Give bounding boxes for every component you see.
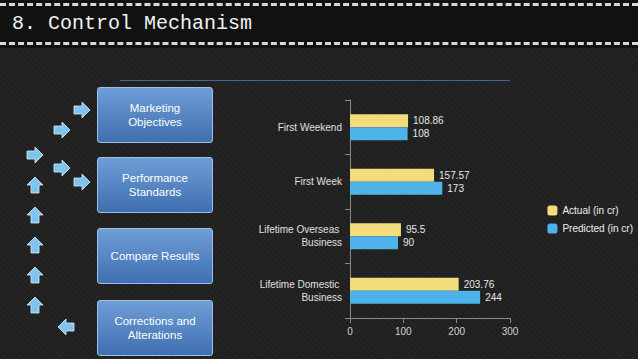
svg-text:203.76: 203.76 — [464, 279, 495, 290]
svg-text:First Weekend: First Weekend — [278, 122, 342, 133]
svg-text:Actual (in cr): Actual (in cr) — [562, 205, 618, 216]
html-text:Marketing Objectives: Marketing Objectives — [128, 101, 182, 128]
svg-text:244: 244 — [485, 292, 502, 303]
svg-text:Business: Business — [301, 292, 342, 303]
svg-text:0: 0 — [347, 326, 353, 337]
svg-text:Predicted (in cr): Predicted (in cr) — [562, 223, 633, 234]
svg-text:300: 300 — [502, 326, 519, 337]
svg-text:157.57: 157.57 — [439, 170, 470, 181]
svg-text:First Week: First Week — [294, 176, 343, 187]
svg-text:Lifetime Domestic: Lifetime Domestic — [260, 279, 342, 290]
svg-text:108.86: 108.86 — [413, 115, 444, 126]
svg-text:108: 108 — [413, 128, 430, 139]
html-text:Corrections and Alterations: Corrections and Alterations — [114, 314, 196, 341]
html-text:Performance Standards: Performance Standards — [122, 171, 188, 198]
svg-text:100: 100 — [395, 326, 412, 337]
svg-text:95.5: 95.5 — [406, 224, 426, 235]
html-text:Compare Results: Compare Results — [110, 249, 200, 262]
svg-text:Lifetime Overseas: Lifetime Overseas — [259, 224, 342, 235]
svg-text:173: 173 — [447, 183, 464, 194]
svg-text:200: 200 — [448, 326, 465, 337]
svg-text:Business: Business — [301, 237, 342, 248]
svg-text:90: 90 — [403, 237, 415, 248]
html-text:8. Control Mechanism: 8. Control Mechanism — [12, 12, 252, 35]
